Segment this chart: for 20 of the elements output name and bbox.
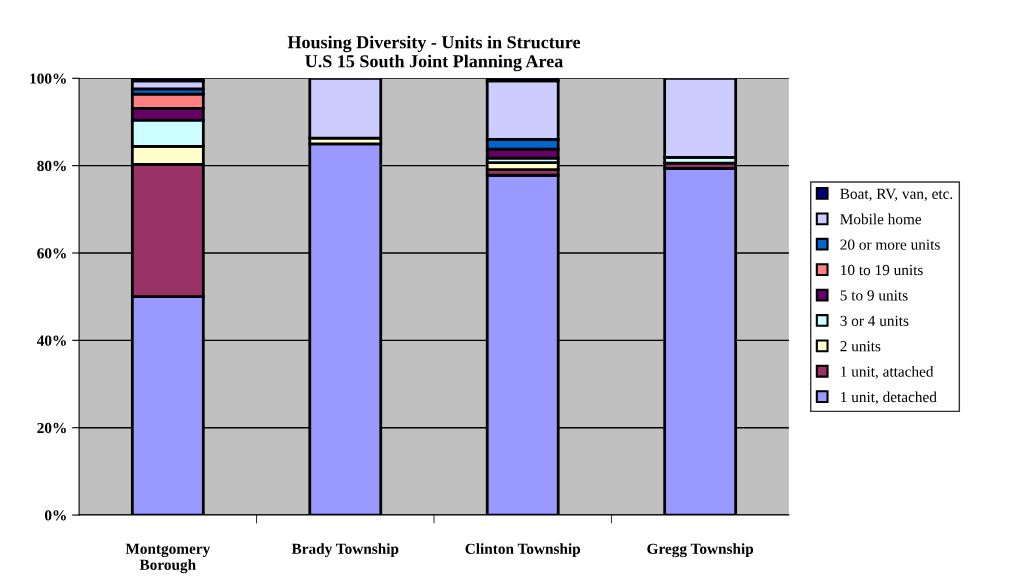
x-tick-label: Gregg Township — [647, 543, 754, 558]
y-tick-label: 60% — [37, 248, 66, 259]
legend-label: 1 unit, detached — [841, 391, 937, 405]
legend-label: Boat, RV, van, etc. — [840, 188, 953, 202]
legend-label: 3 or 4 units — [840, 315, 909, 326]
chart-title: Housing Diversity - Units in Structure U.S 15 South Joint Planning Area — [287, 35, 581, 72]
legend-label: 1 unit, attached — [841, 366, 934, 379]
y-tick-label: 80% — [37, 160, 66, 172]
y-tick-label: 40% — [36, 335, 66, 346]
legend-label: 5 to 9 units — [840, 290, 908, 301]
y-tick-label: 20% — [37, 422, 66, 434]
legend-label: Mobile home — [840, 213, 922, 225]
x-tick-label: Brady Township — [291, 543, 399, 558]
legend-label: 20 or more units — [840, 239, 940, 250]
y-tick-label: 0% — [44, 510, 66, 521]
legend-label: 2 units — [840, 341, 881, 352]
x-tick-label: Montgomery Borough — [125, 543, 211, 574]
y-tick-label: 100% — [30, 73, 66, 84]
x-tick-label: Clinton Township — [465, 543, 581, 558]
legend-label: 10 to 19 units — [841, 264, 923, 276]
